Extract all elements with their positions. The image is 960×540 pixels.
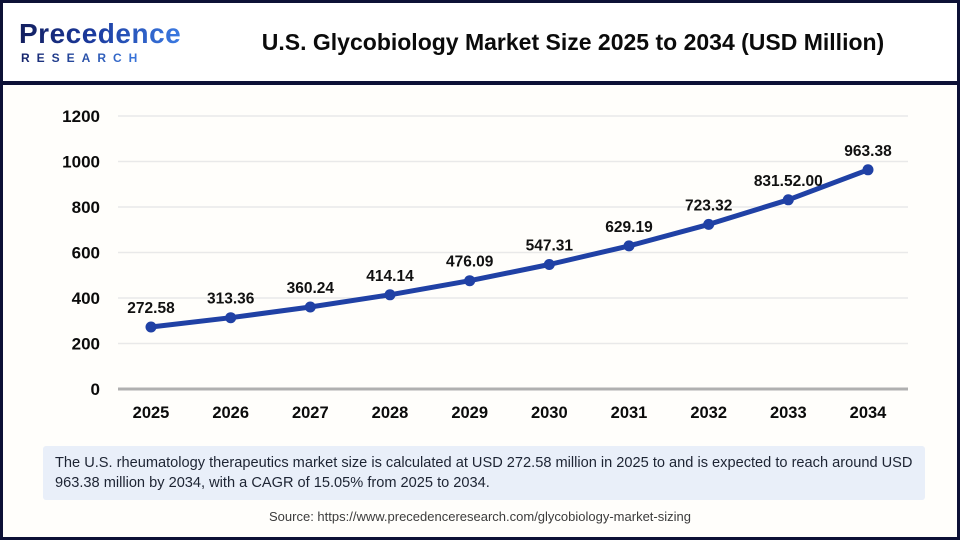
logo-wordmark: Precedence (19, 18, 182, 49)
y-axis-tick-label: 1000 (62, 153, 100, 172)
logo-subtitle: RESEARCH (21, 51, 145, 65)
data-point-marker (304, 301, 316, 313)
data-point-label: 629.19 (605, 219, 653, 236)
data-point-marker (623, 240, 635, 252)
data-point-label: 476.09 (446, 254, 494, 271)
chart-title: U.S. Glycobiology Market Size 2025 to 20… (261, 28, 885, 55)
x-axis-tick-label: 2033 (770, 404, 807, 422)
data-point-label: 547.31 (526, 238, 574, 255)
y-axis-labels-group: 0 200 400 600 800 1000 1200 (62, 107, 100, 399)
data-point-label: 414.14 (366, 268, 414, 285)
x-axis-tick-label: 2034 (850, 404, 888, 422)
source-attribution: Source: https://www.precedenceresearch.c… (269, 509, 691, 524)
data-point-label: 831.52.00 (754, 173, 823, 190)
data-point-marker (225, 312, 237, 324)
data-point-marker (384, 289, 396, 301)
gridlines-group (118, 115, 908, 391)
summary-note: The U.S. rheumatology therapeutics marke… (43, 446, 925, 500)
data-point-label: 272.58 (127, 300, 175, 317)
y-axis-tick-label: 600 (72, 244, 100, 263)
x-axis-tick-label: 2026 (212, 404, 249, 422)
x-axis-tick-label: 2031 (611, 404, 648, 422)
header: Precedence RESEARCH U.S. Glycobiology Ma… (3, 3, 957, 81)
x-axis-tick-label: 2028 (372, 404, 409, 422)
data-point-label: 723.32 (685, 197, 732, 214)
data-point-marker (464, 275, 476, 287)
x-axis-tick-label: 2030 (531, 404, 568, 422)
chart-svg: 0 200 400 600 800 1000 1200 272.58 313.36 360.24… (62, 107, 908, 422)
data-labels-group: 272.58 313.36 360.24 414.14 476.09 547.31 629.… (127, 143, 892, 317)
x-axis-tick-label: 2029 (451, 404, 488, 422)
header-divider (3, 81, 957, 85)
data-point-marker (543, 259, 555, 270)
data-point-label: 360.24 (287, 280, 335, 297)
y-axis-tick-label: 800 (72, 198, 100, 217)
data-point-label: 963.38 (844, 143, 892, 160)
x-axis-tick-label: 2025 (133, 404, 170, 422)
data-point-marker (782, 194, 794, 206)
x-axis-tick-label: 2027 (292, 404, 329, 422)
y-axis-tick-label: 200 (72, 335, 100, 354)
data-point-marker (145, 321, 157, 333)
y-axis-tick-label: 400 (72, 289, 100, 308)
series-line (148, 167, 871, 330)
data-point-label: 313.36 (207, 291, 255, 308)
precedence-research-logo: Precedence RESEARCH (19, 18, 199, 65)
series-group (145, 164, 874, 333)
data-point-marker (862, 164, 874, 176)
x-axis-tick-label: 2032 (690, 404, 727, 422)
x-axis-labels-group: 2025 2026 2027 2028 2029 2030 2031 2032 2033 2034 (133, 404, 888, 422)
data-point-marker (703, 218, 715, 230)
y-axis-tick-label: 0 (91, 380, 100, 399)
y-axis-tick-label: 1200 (62, 107, 100, 126)
